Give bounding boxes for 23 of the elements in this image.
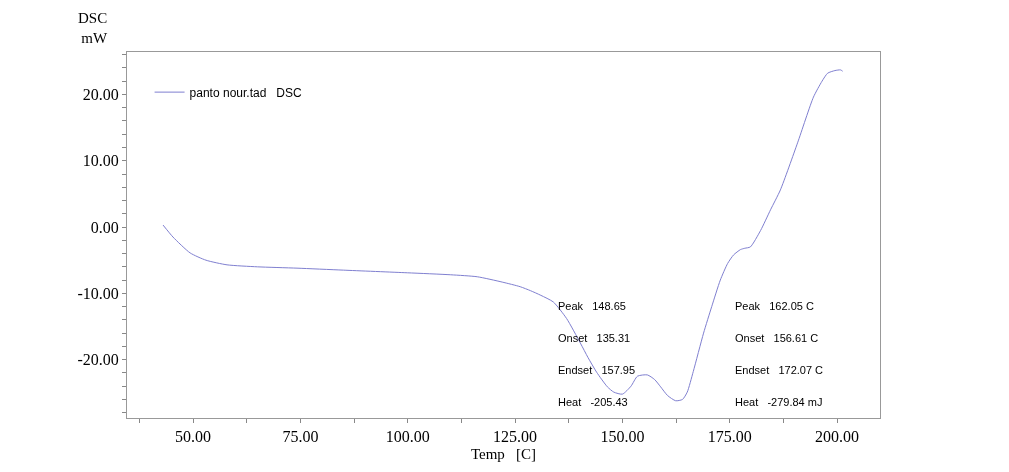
x-axis-title: Temp [C] — [470, 446, 537, 463]
annotation: Onset 135.31 — [558, 332, 631, 344]
y-tick-label: -10.00 — [77, 284, 119, 302]
x-tick-label: 75.00 — [282, 428, 319, 446]
annotation: Onset 156.61 C — [735, 332, 819, 344]
y-tick-label: 0.00 — [90, 218, 119, 236]
annotation: Peak 162.05 C — [735, 300, 814, 312]
x-tick-label: 100.00 — [385, 428, 430, 446]
y-tick-label: 20.00 — [82, 86, 119, 104]
annotation: Heat -205.43 — [558, 396, 628, 408]
x-tick-label: 125.00 — [493, 428, 538, 446]
x-tick-label: 150.00 — [600, 428, 645, 446]
legend-label: panto nour.tad DSC — [189, 85, 302, 100]
annotation: Endset 157.95 — [558, 364, 636, 376]
x-tick-label: 200.00 — [815, 428, 860, 446]
y-axis-title: DSC mW — [78, 10, 109, 46]
y-tick-label: -20.00 — [77, 351, 119, 369]
x-tick-label: 175.00 — [707, 428, 752, 446]
annotation: Heat -279.84 mJ — [735, 396, 823, 408]
x-tick-label: 50.00 — [175, 428, 212, 446]
annotation: Peak 148.65 — [558, 300, 626, 312]
y-tick-label: 10.00 — [82, 152, 119, 170]
annotation: Endset 172.07 C — [735, 364, 824, 376]
